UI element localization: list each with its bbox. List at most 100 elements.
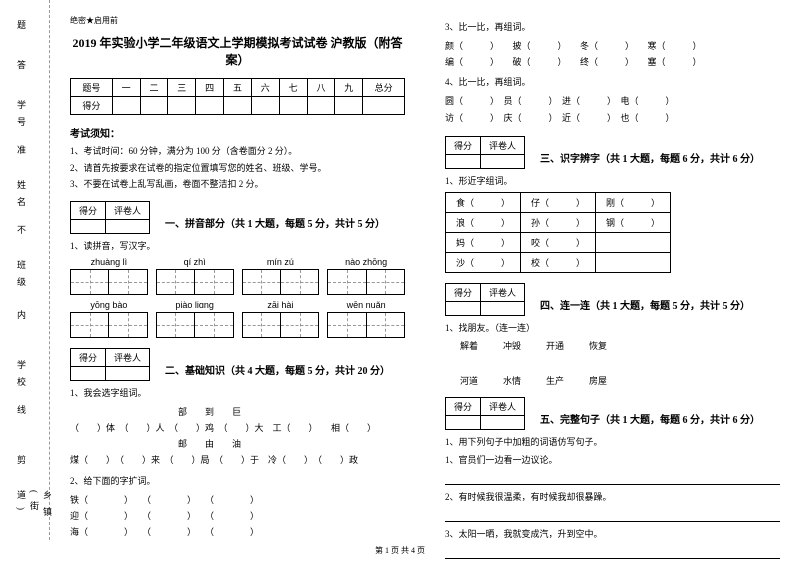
section-1-title: 一、拼音部分（共 1 大题，每题 5 分，共计 5 分） [165, 201, 385, 230]
answer-line[interactable] [445, 545, 780, 559]
char-table: 食（ ）仔（ ）刚（ ） 浪（ ）孙（ ）钢（ ） 妈（ ）咬（ ） 沙（ ）校… [445, 192, 671, 273]
tian-grid[interactable] [242, 269, 320, 295]
char-cell[interactable]: 妈（ ） [446, 232, 521, 252]
pinyin-text: mín zú [242, 257, 320, 267]
score-cell[interactable] [196, 97, 224, 115]
binding-margin: 乡镇(街道) 剪 线 学校 内 班级 不 姓名 准 学号 答 题 [0, 0, 50, 540]
pinyin-text: zāi hài [242, 300, 320, 310]
score-box-label: 得分 [71, 348, 106, 366]
pinyin-text: wēn nuǎn [327, 300, 405, 310]
char-cell[interactable] [596, 252, 671, 272]
pinyin-item: zāi hài [242, 300, 320, 338]
score-box-cell[interactable] [106, 366, 150, 380]
binding-label: 准 [15, 145, 28, 162]
fill-line[interactable]: （ ）体 （ ）人 （ ）鸡 （ ）大 工（ ） 相（ ） [70, 420, 405, 436]
score-box-cell[interactable] [446, 415, 481, 429]
char-cell[interactable]: 仔（ ） [521, 192, 596, 212]
score-box-label: 得分 [446, 136, 481, 154]
pinyin-text: nào zhōng [327, 257, 405, 267]
fill-line[interactable]: 颜（ ） 披（ ） 冬（ ） 寒（ ） [445, 38, 780, 54]
binding-label: 答 [15, 60, 28, 77]
tian-grid[interactable] [327, 269, 405, 295]
connect-word: 恢复 [589, 339, 607, 352]
pinyin-text: piào liɑng [156, 300, 234, 310]
fill-line[interactable]: 圆（ ） 员（ ） 进（ ） 电（ ） [445, 93, 780, 109]
section-2-title: 二、基础知识（共 4 大题，每题 5 分，共计 20 分） [165, 348, 390, 377]
score-header: 五 [224, 79, 252, 97]
pinyin-text: qí zhì [156, 257, 234, 267]
char-cell[interactable]: 沙（ ） [446, 252, 521, 272]
tian-grid[interactable] [156, 269, 234, 295]
pinyin-text: yōng bào [70, 300, 148, 310]
sentence-item: 3、太阳一晒，我就变成汽，升到空中。 [445, 527, 780, 540]
score-box-cell[interactable] [71, 366, 106, 380]
score-header: 总分 [363, 79, 405, 97]
section-score-box: 得分评卷人 [445, 136, 525, 169]
binding-label: 姓名 [15, 180, 28, 214]
score-cell[interactable] [168, 97, 196, 115]
char-cell[interactable]: 刚（ ） [596, 192, 671, 212]
question-text: 1、我会选字组词。 [70, 386, 405, 399]
score-cell[interactable] [307, 97, 335, 115]
char-cell[interactable]: 咬（ ） [521, 232, 596, 252]
section-5-title: 五、完整句子（共 1 大题，每题 6 分，共计 6 分） [540, 397, 760, 426]
section-score-box: 得分评卷人 [70, 348, 150, 381]
tian-grid[interactable] [327, 312, 405, 338]
score-cell[interactable] [140, 97, 168, 115]
score-box-cell[interactable] [481, 301, 525, 315]
score-box-cell[interactable] [446, 154, 481, 168]
fill-line[interactable]: 海（ ） （ ） （ ） [70, 524, 405, 540]
char-cell[interactable]: 校（ ） [521, 252, 596, 272]
score-cell[interactable] [251, 97, 279, 115]
score-header: 六 [251, 79, 279, 97]
connect-row[interactable]: 解着 冲毁 开通 恢复 [460, 339, 780, 352]
score-box-label: 评卷人 [481, 397, 525, 415]
char-cell[interactable]: 孙（ ） [521, 212, 596, 232]
fill-line[interactable]: 迎（ ） （ ） （ ） [70, 508, 405, 524]
score-header: 七 [279, 79, 307, 97]
fill-line[interactable]: 铁（ ） （ ） （ ） [70, 492, 405, 508]
char-cell[interactable]: 浪（ ） [446, 212, 521, 232]
connect-word: 水情 [503, 374, 521, 387]
score-table: 题号 一 二 三 四 五 六 七 八 九 总分 得分 [70, 78, 405, 115]
pinyin-item: mín zú [242, 257, 320, 295]
question-text: 1、找朋友。（连一连） [445, 321, 780, 334]
score-cell[interactable] [224, 97, 252, 115]
pinyin-item: piào liɑng [156, 300, 234, 338]
score-box-cell[interactable] [481, 154, 525, 168]
score-box-label: 得分 [446, 283, 481, 301]
score-box-cell[interactable] [71, 219, 106, 233]
score-cell[interactable] [279, 97, 307, 115]
score-box-label: 得分 [71, 201, 106, 219]
section-3-title: 三、识字辨字（共 1 大题，每题 6 分，共计 6 分） [540, 136, 760, 165]
connect-row[interactable]: 河道 水情 生产 房屋 [460, 374, 780, 387]
fill-line[interactable]: 煤（ ） （ ）来 （ ）局 （ ）于 冷（ ） （ ）政 [70, 452, 405, 468]
score-header: 一 [112, 79, 140, 97]
score-box-cell[interactable] [481, 415, 525, 429]
tian-grid[interactable] [242, 312, 320, 338]
question-text: 4、比一比，再组词。 [445, 75, 780, 88]
char-cell[interactable]: 钢（ ） [596, 212, 671, 232]
fill-line[interactable]: 访（ ） 庆（ ） 近（ ） 也（ ） [445, 110, 780, 126]
connect-word: 房屋 [589, 374, 607, 387]
tian-grid[interactable] [70, 269, 148, 295]
pinyin-item: wēn nuǎn [327, 300, 405, 338]
score-header: 四 [196, 79, 224, 97]
tian-grid[interactable] [70, 312, 148, 338]
section-4-title: 四、连一连（共 1 大题，每题 5 分，共计 5 分） [540, 283, 750, 312]
score-header: 八 [307, 79, 335, 97]
char-cell[interactable] [596, 232, 671, 252]
score-box-cell[interactable] [446, 301, 481, 315]
fill-line: 邮 由 油 [70, 436, 405, 452]
char-cell[interactable]: 食（ ） [446, 192, 521, 212]
answer-line[interactable] [445, 471, 780, 485]
score-cell[interactable] [112, 97, 140, 115]
connect-word: 开通 [546, 339, 564, 352]
score-cell[interactable] [363, 97, 405, 115]
fill-line[interactable]: 编（ ） 破（ ） 终（ ） 塞（ ） [445, 54, 780, 70]
score-header: 二 [140, 79, 168, 97]
score-box-cell[interactable] [106, 219, 150, 233]
answer-line[interactable] [445, 508, 780, 522]
score-cell[interactable] [335, 97, 363, 115]
tian-grid[interactable] [156, 312, 234, 338]
